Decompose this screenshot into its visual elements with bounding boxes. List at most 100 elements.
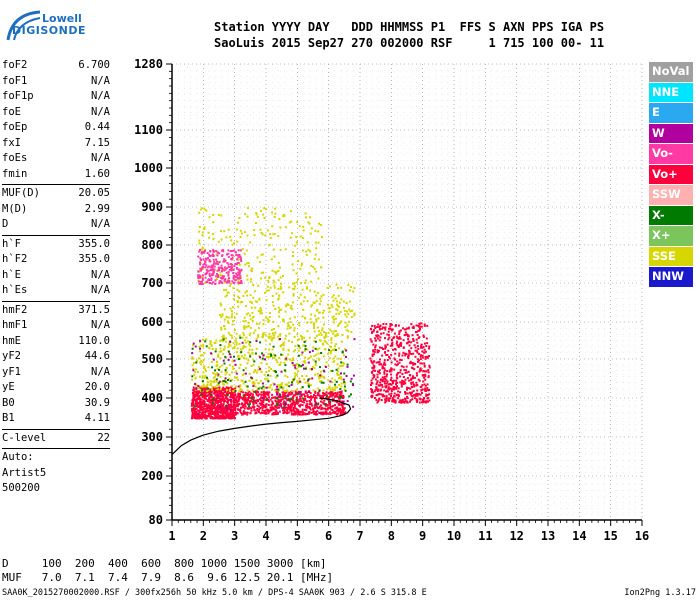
- echo-point: [404, 400, 407, 402]
- echo-point: [270, 353, 272, 356]
- echo-point: [267, 410, 270, 413]
- echo-point: [211, 348, 214, 350]
- echo-point: [397, 397, 400, 400]
- echo-point: [337, 305, 340, 308]
- echo-point: [211, 380, 214, 383]
- echo-point: [204, 266, 207, 269]
- echo-point: [384, 401, 387, 404]
- echo-point: [215, 339, 218, 342]
- echo-point: [223, 345, 226, 348]
- echo-point: [194, 371, 197, 374]
- echo-point: [241, 402, 243, 405]
- echo-point: [251, 406, 254, 408]
- echo-point: [251, 311, 254, 314]
- echo-point: [281, 398, 284, 401]
- echo-point: [212, 264, 215, 267]
- echo-point: [289, 236, 292, 239]
- echo-point: [427, 397, 430, 399]
- echo-point: [399, 399, 402, 402]
- echo-point: [403, 381, 406, 384]
- echo-point: [246, 392, 249, 395]
- echo-point: [325, 334, 327, 337]
- param-value: N/A: [91, 268, 110, 281]
- echo-point: [242, 382, 245, 385]
- echo-point: [308, 377, 311, 380]
- echo-point: [424, 387, 427, 390]
- echo-point: [201, 275, 204, 278]
- echo-point: [281, 382, 284, 385]
- echo-point: [237, 261, 240, 264]
- echo-point: [220, 402, 223, 405]
- echo-point: [335, 343, 337, 346]
- echo-point: [336, 332, 339, 335]
- echo-point: [375, 383, 378, 386]
- echo-point: [330, 303, 333, 306]
- echo-point: [257, 382, 260, 385]
- echo-point: [286, 395, 289, 398]
- echo-point: [378, 371, 380, 374]
- echo-point: [296, 411, 299, 414]
- echo-point: [207, 404, 210, 407]
- echo-point: [279, 248, 282, 251]
- echo-point: [295, 368, 298, 371]
- echo-point: [276, 397, 279, 400]
- echo-point: [315, 353, 318, 356]
- echo-point: [417, 358, 420, 361]
- echo-point: [300, 395, 303, 397]
- echo-point: [217, 405, 220, 408]
- echo-point: [236, 351, 238, 354]
- echo-point: [329, 394, 332, 397]
- echo-point: [232, 275, 235, 278]
- echo-point: [210, 410, 213, 413]
- echo-point: [193, 395, 196, 398]
- echo-point: [203, 352, 206, 355]
- echo-point: [278, 315, 281, 318]
- echo-point: [204, 249, 207, 252]
- echo-point: [287, 393, 290, 396]
- echo-point: [242, 411, 245, 414]
- param-value: 355.0: [78, 253, 110, 265]
- echo-point: [222, 404, 225, 407]
- echo-point: [303, 412, 306, 415]
- echo-point: [395, 324, 397, 327]
- echo-point: [390, 392, 393, 395]
- echo-point: [265, 299, 268, 302]
- echo-point: [331, 306, 334, 309]
- echo-point: [213, 411, 216, 414]
- echo-point: [279, 403, 282, 406]
- echo-point: [279, 399, 282, 402]
- echo-point: [418, 352, 420, 355]
- x-tick-label: 14: [572, 529, 586, 543]
- echo-point: [399, 337, 402, 340]
- echo-point: [374, 346, 377, 349]
- legend-entry-ssw: SSW: [649, 185, 693, 205]
- echo-point: [202, 371, 205, 374]
- echo-point: [202, 403, 205, 406]
- echo-point: [389, 325, 392, 328]
- echo-point: [199, 344, 202, 347]
- echo-point: [289, 317, 292, 320]
- echo-point: [218, 366, 221, 369]
- echo-point: [211, 366, 214, 369]
- echo-point: [262, 388, 265, 391]
- echo-point: [424, 375, 427, 378]
- echo-point: [218, 368, 221, 371]
- echo-point: [378, 325, 381, 328]
- echo-point: [420, 392, 423, 394]
- echo-point: [261, 312, 263, 315]
- echo-point: [215, 250, 218, 253]
- echo-point: [221, 268, 224, 271]
- x-tick-label: 5: [294, 529, 301, 543]
- echo-point: [245, 305, 247, 307]
- echo-point: [374, 369, 376, 372]
- echo-point: [422, 334, 425, 337]
- param-row: h`F2 355.0: [2, 252, 110, 268]
- echo-point: [242, 332, 245, 335]
- echo-point: [326, 404, 329, 407]
- echo-point: [297, 400, 300, 403]
- echo-point: [215, 399, 218, 402]
- echo-point: [228, 416, 231, 419]
- echo-point: [378, 363, 381, 366]
- echo-point: [220, 214, 223, 217]
- x-tick-label: 15: [603, 529, 617, 543]
